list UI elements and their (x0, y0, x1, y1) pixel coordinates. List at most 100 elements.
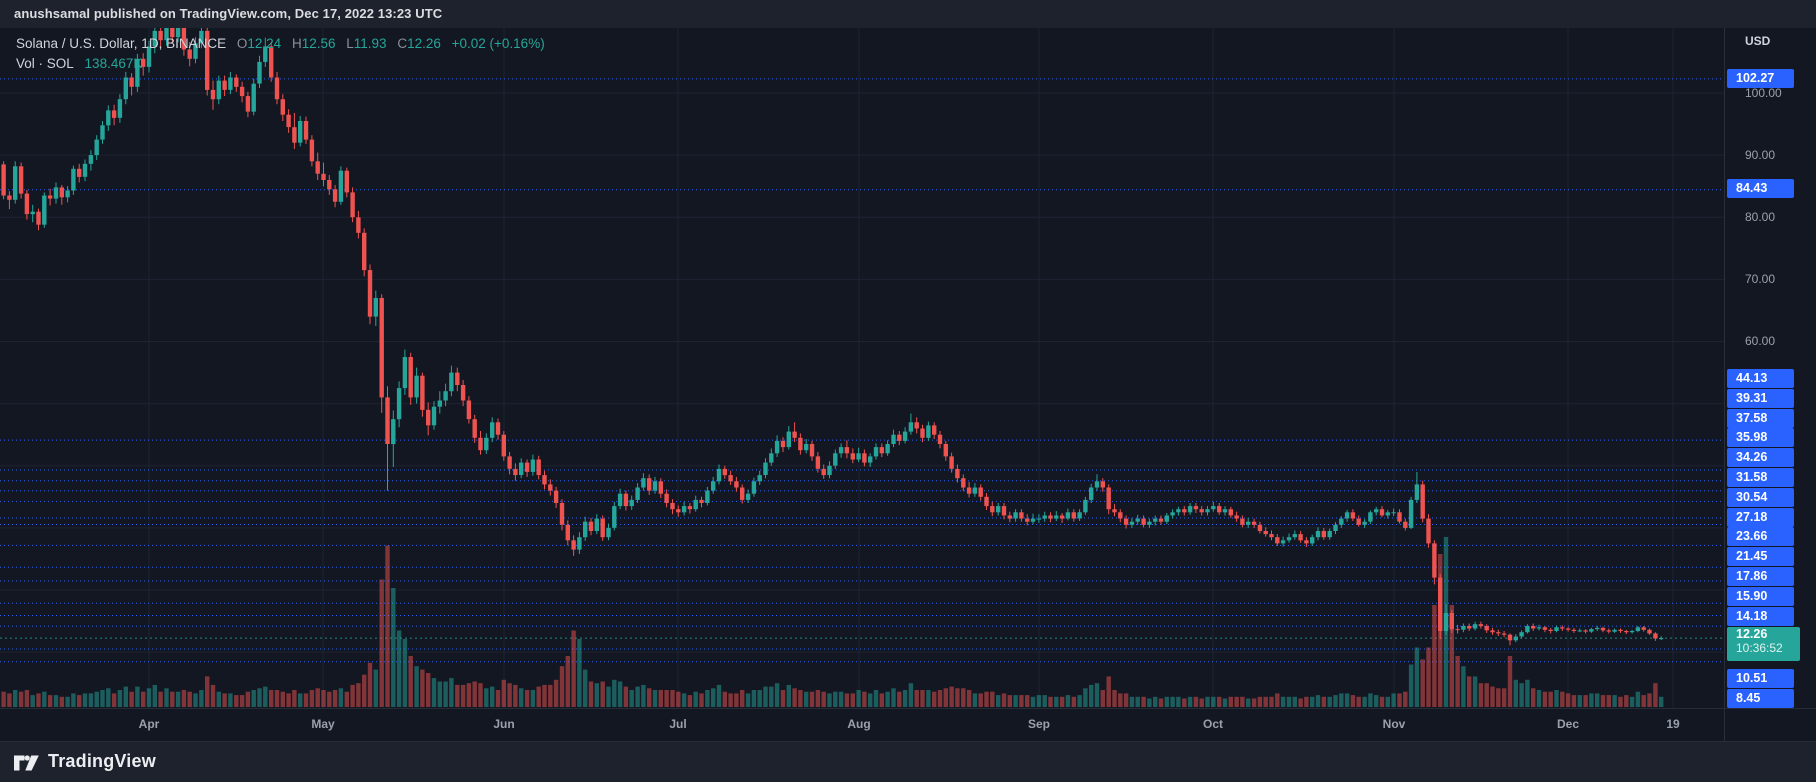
volume-bar (1350, 695, 1356, 707)
volume-bar (961, 688, 966, 707)
candle-body (1478, 624, 1484, 627)
candle-body (181, 28, 187, 50)
volume-bar (100, 690, 105, 707)
volume-bar (1100, 690, 1105, 707)
volume-bar (559, 666, 565, 707)
volume-bar (1635, 691, 1641, 707)
price-axis[interactable]: USD 100.00 90.00 80.00 70.00 60.00 102.27 84.4… (1724, 28, 1816, 741)
volume-bar (1344, 693, 1350, 707)
tradingview-logo[interactable]: TradingView (12, 750, 156, 773)
candle-body (1339, 518, 1344, 525)
volume-bar (804, 691, 809, 707)
candle-body (414, 375, 419, 398)
volume-bar (908, 683, 914, 707)
volume-bar (1397, 693, 1402, 707)
volume-bar (594, 683, 599, 707)
candle-body (530, 459, 536, 472)
candle-body (722, 468, 727, 476)
candle-body (1362, 521, 1367, 525)
volume-bar (536, 686, 541, 707)
volume-bar (1519, 683, 1524, 707)
candle-body (117, 99, 123, 118)
volume-bar (1432, 605, 1437, 707)
candle-body (1507, 634, 1513, 641)
volume-bar (65, 696, 70, 707)
candle-body (1403, 521, 1408, 528)
volume-bar (1030, 696, 1036, 707)
volume-bar (344, 691, 349, 707)
price-tick-label: 90.00 (1745, 148, 1776, 162)
volume-bar (1153, 696, 1158, 707)
candle-body (1560, 627, 1565, 629)
volume-bar (1531, 688, 1536, 707)
candle-body (577, 537, 582, 550)
volume-bar (123, 686, 128, 707)
candle-body (1263, 531, 1268, 535)
candle-body (1641, 627, 1646, 630)
candle-body (868, 456, 873, 463)
candle-body (1013, 512, 1018, 519)
volume-bar (42, 691, 47, 707)
candle-body (1292, 534, 1297, 538)
volume-bar (972, 693, 978, 707)
candle-body (1059, 515, 1065, 519)
candle-body (286, 114, 291, 128)
time-axis[interactable]: Apr May Jun Jul Aug Sep Oct Nov Dec 19 (0, 708, 1724, 742)
volume-bar (94, 691, 99, 707)
candle-body (210, 89, 216, 100)
candle-body (251, 83, 256, 112)
volume-bar (1659, 696, 1664, 707)
candle-body (36, 211, 41, 225)
candlestick-chart (0, 28, 1724, 708)
candle-body (205, 30, 210, 90)
candle-body (617, 493, 623, 507)
volume-bar (1321, 696, 1326, 707)
candle-body (42, 195, 47, 225)
volume-bar (658, 690, 663, 707)
volume-bar (222, 693, 227, 707)
volume-bar (332, 690, 338, 707)
candle-body (309, 139, 315, 162)
volume-bar (251, 690, 256, 707)
volume-bar (699, 693, 704, 707)
volume-bar (141, 691, 146, 707)
candle-body (943, 444, 948, 457)
volume-bar (809, 691, 815, 707)
volume-bar (1653, 683, 1658, 707)
candle-body (1176, 509, 1181, 513)
candle-body (379, 298, 384, 398)
candle-body (937, 434, 943, 444)
volume-bar (280, 691, 285, 707)
candle-body (996, 506, 1001, 513)
volume-bar (1496, 688, 1501, 707)
volume-bar (1589, 693, 1594, 707)
volume-bar (1583, 695, 1588, 707)
time-tick-label: 19 (1666, 717, 1680, 731)
volume-bar (77, 695, 82, 707)
volume-bar (303, 693, 309, 707)
volume-bar (821, 691, 826, 707)
candle-body (321, 173, 326, 180)
candle-body (804, 444, 809, 451)
candle-body (478, 437, 483, 451)
candle-body (548, 484, 553, 491)
volume-bar (362, 674, 367, 707)
volume-bar (577, 639, 582, 707)
volume-bar (1123, 693, 1129, 707)
candle-body (1461, 626, 1466, 630)
candle-body (1304, 540, 1309, 544)
volume-bar (1182, 698, 1187, 707)
candle-body (1501, 633, 1507, 635)
candle-body (955, 468, 960, 479)
price-level-badge: 84.43 (1727, 178, 1794, 198)
price-chart-canvas[interactable]: Solana / U.S. Dollar, 1D, BINANCE O12.24… (0, 28, 1724, 708)
volume-bar (1542, 691, 1548, 707)
volume-bar (350, 684, 355, 707)
volume-bar (1304, 696, 1309, 707)
volume-bar (420, 669, 425, 707)
volume-bar (71, 693, 76, 707)
candle-body (356, 217, 361, 233)
volume-bar (553, 679, 559, 707)
volume-bar (13, 690, 18, 707)
candle-body (263, 46, 268, 62)
